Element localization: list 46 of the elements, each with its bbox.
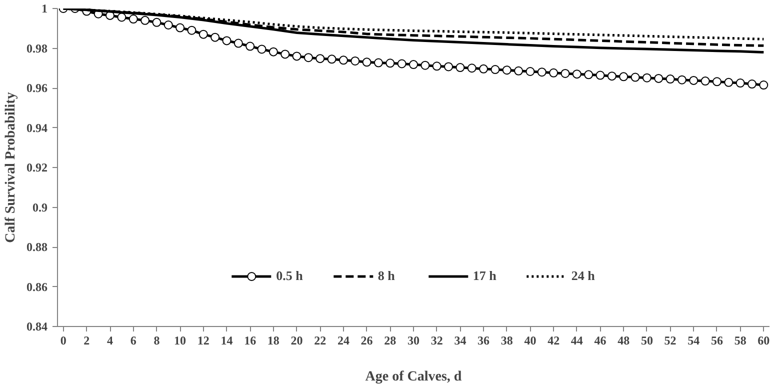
- x-tick-label: 46: [594, 334, 606, 348]
- x-tick-label: 58: [734, 334, 746, 348]
- y-tick-label: 0.92: [26, 160, 48, 174]
- x-tick-label: 20: [290, 334, 303, 348]
- x-tick-label: 28: [384, 334, 396, 348]
- x-tick-label: 14: [220, 334, 233, 348]
- x-tick-label: 10: [174, 334, 186, 348]
- x-tick-label: 34: [454, 334, 466, 348]
- y-tick-label: 0.94: [26, 120, 48, 135]
- x-tick-label: 38: [500, 334, 513, 348]
- x-tick-label: 2: [84, 334, 90, 348]
- x-tick-label: 52: [664, 334, 676, 348]
- x-tick-label: 6: [130, 334, 136, 348]
- y-tick-label: 0.88: [26, 240, 48, 254]
- legend-label: 0.5 h: [276, 268, 303, 284]
- x-tick-label: 16: [244, 334, 256, 348]
- x-tick-label: 54: [688, 334, 700, 348]
- x-tick-label: 26: [360, 334, 373, 348]
- legend-label: 17 h: [472, 268, 496, 284]
- x-tick-label: 32: [430, 334, 443, 348]
- x-tick-label: 8: [154, 334, 160, 348]
- x-tick-label: 4: [107, 334, 114, 348]
- x-tick-label: 44: [570, 334, 583, 348]
- x-tick-label: 22: [314, 334, 326, 348]
- x-tick-label: 48: [618, 334, 630, 348]
- x-tick-label: 36: [478, 334, 490, 348]
- x-tick-label: 0: [60, 334, 66, 348]
- x-tick-label: 12: [197, 334, 210, 348]
- y-axis-title: Calf Survival Probability: [4, 92, 18, 243]
- y-tick-label: 1: [42, 2, 48, 16]
- legend-label: 24 h: [571, 268, 595, 284]
- y-tick-label: 0.84: [26, 320, 48, 334]
- x-tick-label: 56: [710, 334, 723, 348]
- x-tick-label: 30: [408, 334, 420, 348]
- y-tick-label: 0.98: [26, 41, 48, 56]
- x-tick-label: 18: [267, 334, 280, 348]
- x-tick-label: 60: [758, 334, 770, 348]
- x-axis-title: Age of Calves, d: [365, 370, 462, 384]
- x-tick-label: 24: [337, 334, 350, 348]
- x-tick-label: 50: [640, 334, 653, 348]
- x-tick-label: 42: [548, 334, 560, 348]
- y-tick-label: 0.9: [32, 200, 48, 214]
- y-tick-label: 0.86: [26, 280, 48, 294]
- legend-label: 8 h: [378, 268, 396, 284]
- x-tick-label: 40: [524, 334, 536, 348]
- y-tick-label: 0.96: [26, 81, 48, 95]
